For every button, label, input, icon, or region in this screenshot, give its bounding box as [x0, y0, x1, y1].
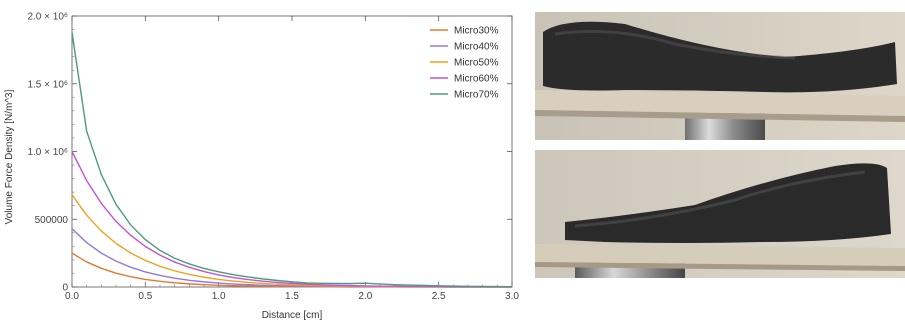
legend-label: Micro30% [454, 26, 499, 37]
x-tick-label: 2.5 [432, 291, 446, 302]
series-line-Micro60 [71, 151, 513, 288]
legend-label: Micro70% [454, 90, 499, 101]
y-tick-label: 2.0 × 10⁶ [27, 12, 68, 23]
plot-frame [71, 15, 513, 288]
series-layer [71, 32, 513, 288]
x-tick-label: 1.0 [212, 291, 226, 302]
series-line-Micro70 [71, 32, 513, 288]
x-tick-label: 0.0 [65, 291, 79, 302]
y-tick-label: 0 [62, 283, 68, 294]
y-axis-title: Volume Force Density [N/m^3] [4, 89, 15, 224]
y-tick-label: 1.0 × 10⁶ [27, 147, 68, 158]
y-tick-label: 1.5 × 10⁶ [27, 79, 68, 90]
legend-label: Micro60% [454, 74, 499, 85]
legend: Micro30% Micro40% Micro50% Micro60% Micro70% [430, 26, 499, 101]
x-tick-label: 2.0 [358, 291, 372, 302]
y-axis: 0 500000 1.0 × 10⁶ 1.5 × 10⁶ 2.0 × 10⁶ [27, 12, 512, 294]
x-tick-label: 3.0 [505, 291, 519, 302]
legend-label: Micro40% [454, 42, 499, 53]
legend-label: Micro50% [454, 58, 499, 69]
y-tick-label: 500000 [35, 215, 69, 226]
x-axis: 0.0 0.5 1.0 1.5 2.0 2.5 3.0 [65, 16, 519, 302]
line-chart: 0.0 0.5 1.0 1.5 2.0 2.5 3.0 0 500000 1.0 × 10⁶ 1.… [4, 12, 519, 322]
photo-actuator-bottom [535, 150, 905, 278]
plot-border [71, 15, 513, 288]
x-tick-label: 0.5 [138, 291, 152, 302]
x-tick-label: 1.5 [285, 291, 299, 302]
photo-actuator-top [535, 12, 905, 140]
x-axis-title: Distance [cm] [262, 310, 323, 321]
